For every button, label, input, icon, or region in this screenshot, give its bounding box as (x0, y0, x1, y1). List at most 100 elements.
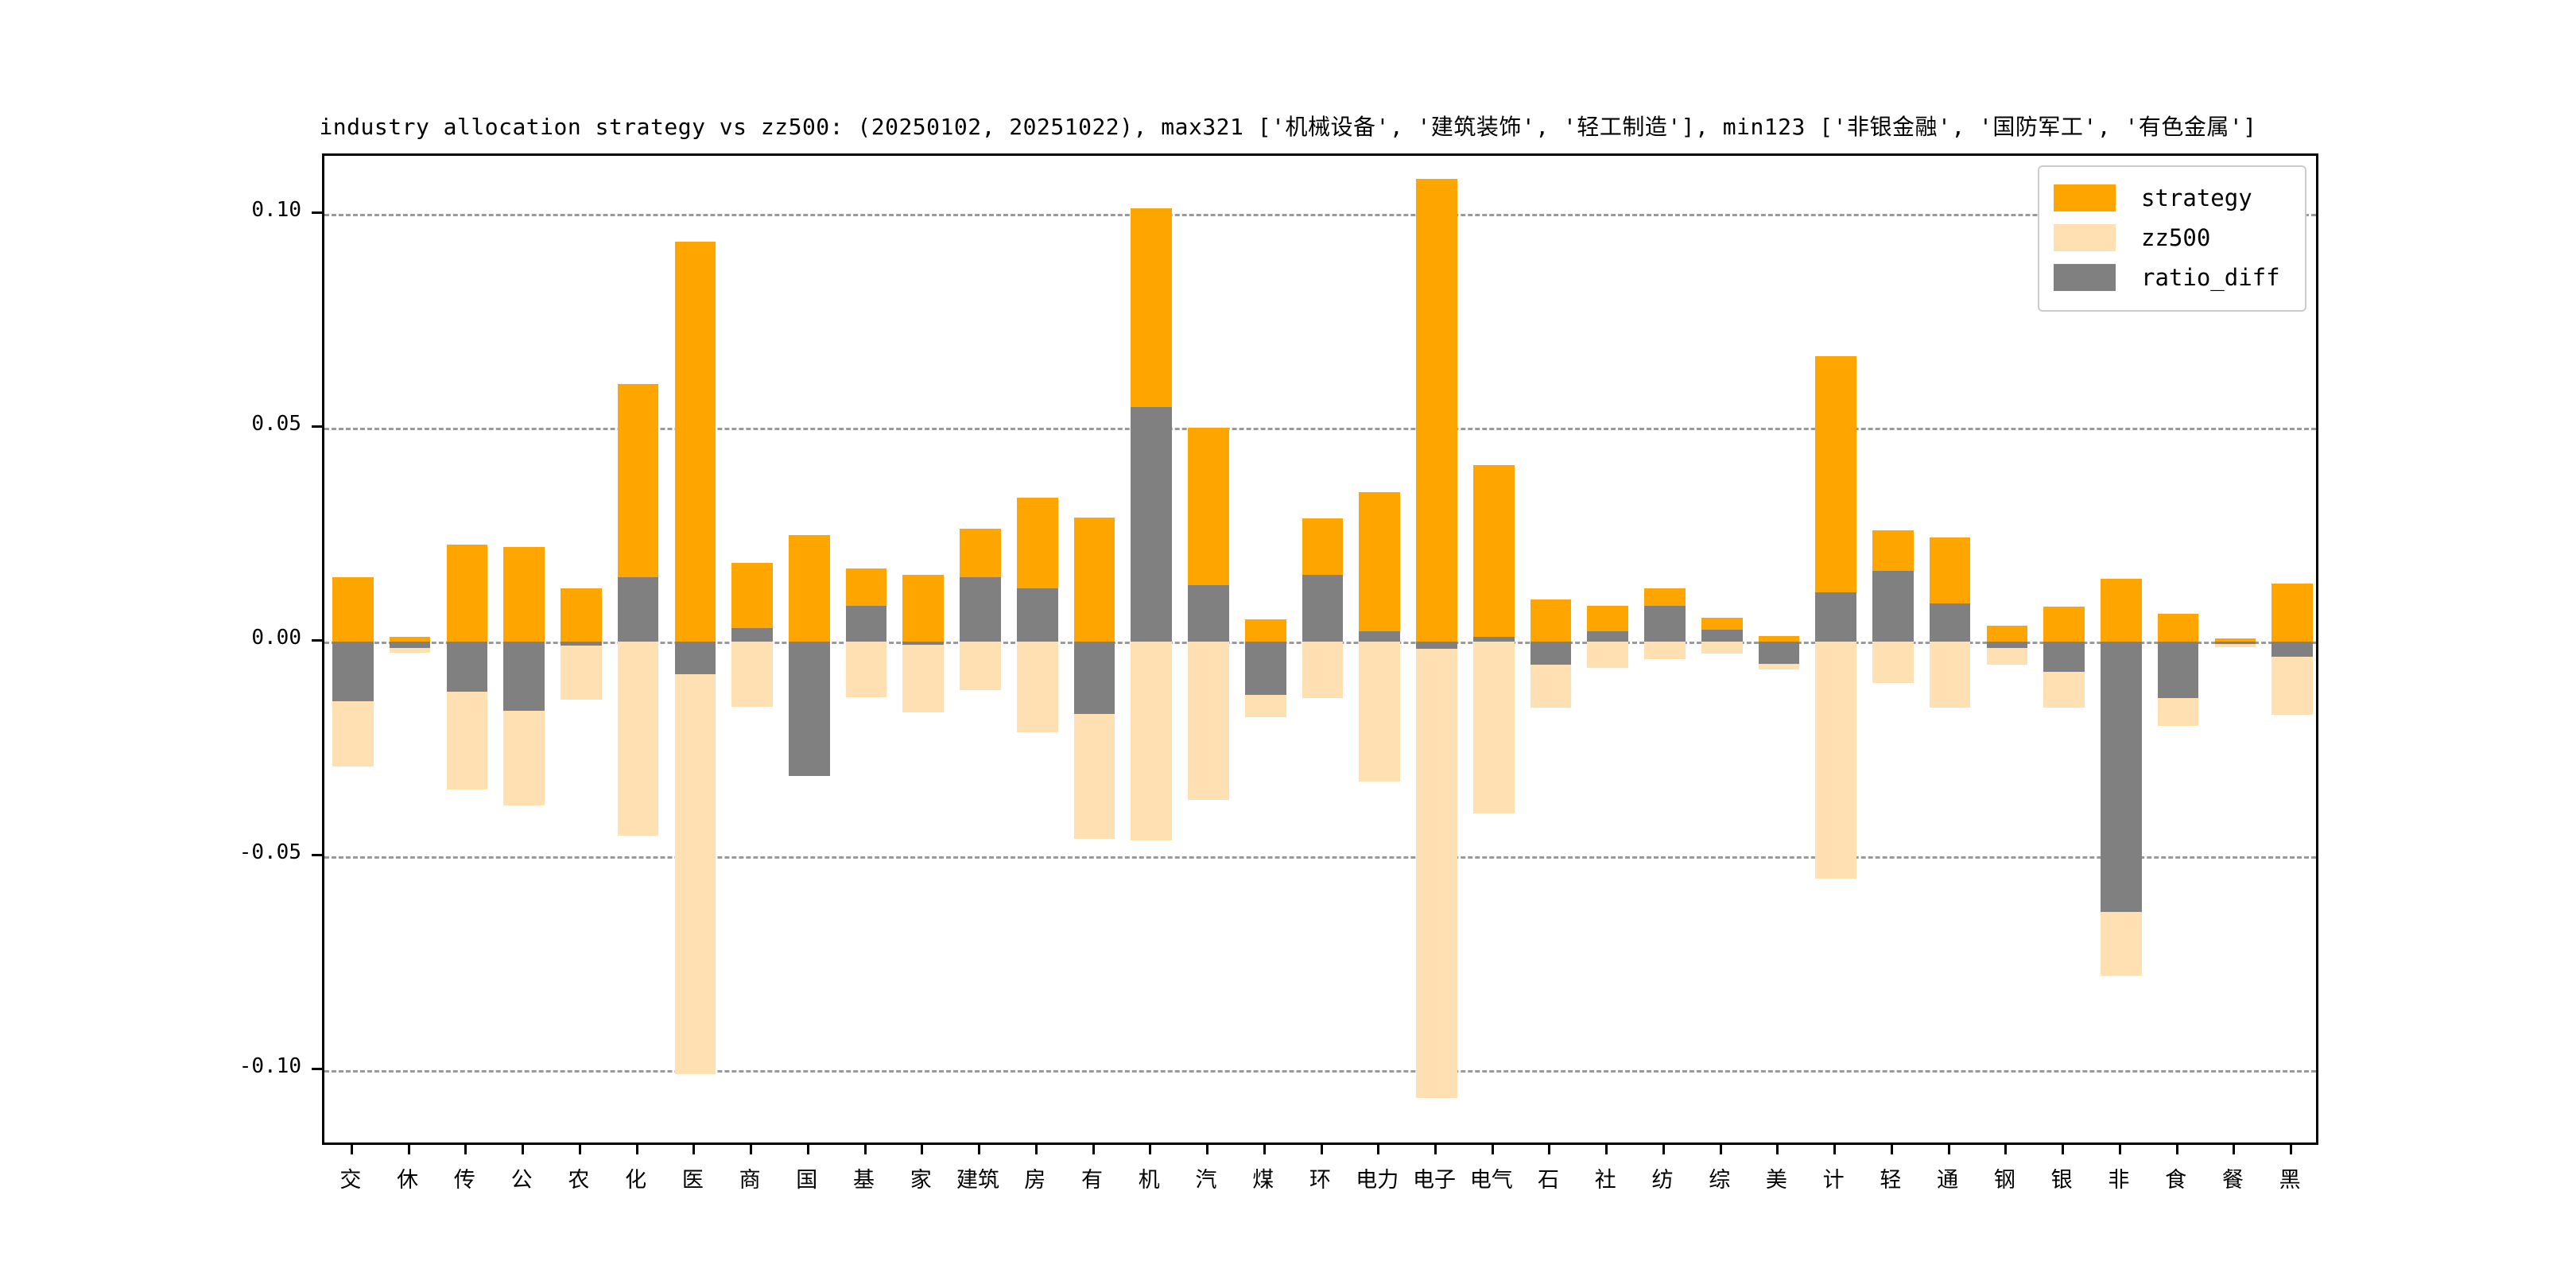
bar-ratio-diff (2271, 642, 2313, 657)
bar-zz500 (617, 642, 659, 836)
x-axis-tick-mark (921, 1145, 924, 1154)
bar-strategy (1472, 465, 1515, 642)
gridline (324, 855, 2316, 859)
bar-ratio-diff (1815, 592, 1856, 642)
bar-strategy (1244, 619, 1286, 642)
bar-ratio-diff (1472, 636, 1515, 642)
x-axis-tick-mark (464, 1145, 467, 1154)
bar-zz500 (1815, 642, 1856, 879)
bar-zz500 (960, 642, 1001, 691)
y-axis-tick-mark (312, 211, 322, 214)
bar-ratio-diff (674, 642, 716, 675)
x-axis-tick-label: 农 (568, 1168, 590, 1193)
plot-inner (324, 156, 2316, 1143)
bar-ratio-diff (446, 642, 488, 692)
legend-item-label: zz500 (2141, 224, 2211, 251)
bar-strategy (1416, 179, 1457, 642)
x-axis-tick-mark (1377, 1145, 1380, 1154)
bar-zz500 (902, 642, 945, 712)
bar-ratio-diff (1587, 630, 1629, 642)
bar-strategy (1986, 625, 2028, 642)
x-axis-tick-label: 家 (910, 1168, 932, 1193)
bar-ratio-diff (902, 642, 945, 646)
x-axis-tick-label: 公 (510, 1168, 533, 1193)
x-axis-tick-mark (522, 1145, 525, 1154)
y-axis-tick-label: 0.10 (251, 197, 301, 222)
bar-ratio-diff (1416, 642, 1457, 649)
x-axis-tick-label: 环 (1309, 1168, 1331, 1193)
bar-ratio-diff (561, 642, 602, 646)
x-axis-tick-mark (1947, 1145, 1950, 1154)
legend-item[interactable]: strategy (2054, 178, 2292, 218)
bar-ratio-diff (1644, 605, 1686, 642)
bar-ratio-diff (2214, 642, 2256, 645)
x-axis-tick-label: 电气 (1469, 1168, 1513, 1193)
x-axis-tick-label: 交 (339, 1168, 362, 1193)
x-axis-tick-mark (2004, 1145, 2008, 1154)
x-axis-tick-label: 煤 (1252, 1168, 1274, 1193)
bar-ratio-diff (617, 577, 659, 642)
x-axis-tick-mark (2062, 1145, 2065, 1154)
x-axis-tick-label: 通 (1937, 1168, 1959, 1193)
y-axis-tick-label: 0.05 (251, 412, 301, 436)
bar-ratio-diff (845, 606, 887, 642)
bar-strategy (2157, 614, 2199, 642)
legend-swatch-icon (2054, 184, 2116, 211)
x-axis-tick-label: 建筑 (956, 1168, 1000, 1193)
legend-swatch-icon (2054, 224, 2116, 251)
y-axis-tick-label: 0.00 (251, 626, 301, 650)
x-axis-tick-mark (635, 1145, 638, 1154)
bar-strategy (503, 547, 545, 642)
bar-zz500 (1472, 642, 1515, 813)
bar-zz500 (1131, 642, 1173, 841)
bar-ratio-diff (1188, 585, 1229, 642)
x-axis-tick-label: 商 (739, 1168, 761, 1193)
bar-zz500 (1929, 642, 1971, 708)
legend-item[interactable]: ratio_diff (2054, 258, 2292, 297)
bar-ratio-diff (1131, 406, 1173, 642)
x-axis-tick-label: 黑 (2279, 1168, 2301, 1193)
bar-zz500 (561, 642, 602, 700)
bar-ratio-diff (2101, 642, 2142, 913)
x-axis-tick-mark (1890, 1145, 1893, 1154)
x-axis-tick-mark (1548, 1145, 1551, 1154)
bar-ratio-diff (2157, 642, 2199, 698)
bar-ratio-diff (389, 642, 431, 648)
bar-zz500 (1016, 642, 1058, 733)
gridline (324, 428, 2316, 431)
bar-strategy (1530, 599, 1572, 642)
x-axis-tick-label: 电力 (1356, 1168, 1399, 1193)
x-axis-tick-label: 非 (2108, 1168, 2130, 1193)
bar-ratio-diff (1073, 642, 1115, 715)
chart-legend: strategy zz500 ratio_diff (2038, 165, 2306, 312)
x-axis-tick-label: 银 (2050, 1168, 2073, 1193)
bar-ratio-diff (1016, 588, 1058, 642)
legend-swatch-icon (2054, 264, 2116, 291)
x-axis-tick-mark (863, 1145, 867, 1154)
bar-ratio-diff (2043, 642, 2085, 673)
y-axis-tick-mark (312, 853, 322, 856)
bar-zz500 (1188, 642, 1229, 801)
x-axis-tick-mark (1149, 1145, 1152, 1154)
bar-strategy (902, 574, 945, 642)
bar-strategy (2214, 638, 2256, 642)
x-axis-tick-mark (1662, 1145, 1665, 1154)
x-axis-tick-mark (350, 1145, 353, 1154)
bar-strategy (2271, 584, 2313, 642)
x-axis-tick-label: 轻 (1880, 1168, 1902, 1193)
x-axis-tick-label: 计 (1822, 1168, 1845, 1193)
bar-zz500 (1587, 642, 1629, 668)
x-axis-tick-label: 石 (1537, 1168, 1559, 1193)
x-axis-tick-label: 食 (2165, 1168, 2187, 1193)
x-axis-tick-mark (407, 1145, 410, 1154)
bar-ratio-diff (1530, 642, 1572, 665)
x-axis-tick-mark (2175, 1145, 2178, 1154)
legend-item[interactable]: zz500 (2054, 218, 2292, 258)
x-axis-tick-mark (1776, 1145, 1779, 1154)
x-axis-tick-label: 传 (453, 1168, 475, 1193)
bar-ratio-diff (788, 642, 830, 776)
x-axis-tick-mark (1719, 1145, 1722, 1154)
x-axis-tick-label: 电子 (1412, 1168, 1456, 1193)
x-axis-tick-label: 机 (1138, 1168, 1160, 1193)
bar-ratio-diff (503, 642, 545, 711)
